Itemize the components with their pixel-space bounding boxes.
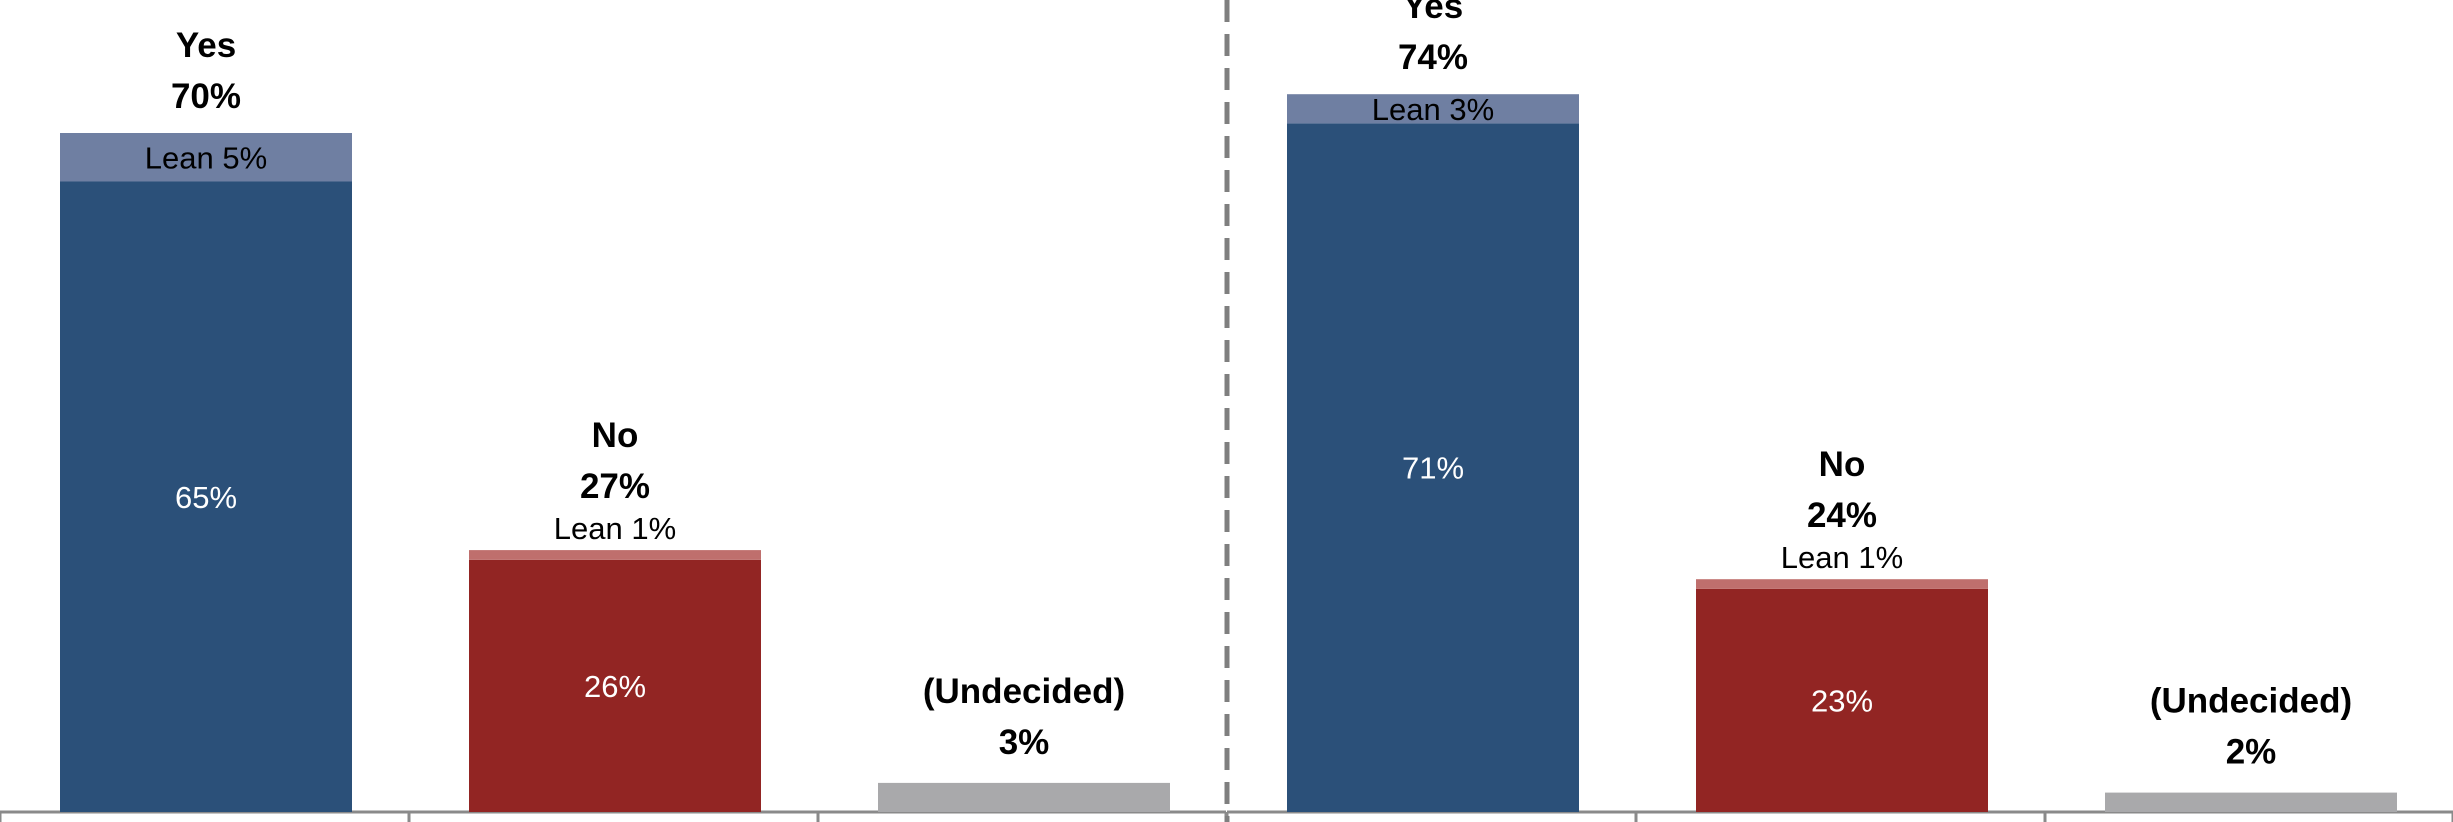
yes-lean-label: Lean 3% — [1372, 92, 1494, 127]
yes-core-bar — [1287, 123, 1579, 813]
yes-category-label: Yes — [176, 26, 236, 65]
yes-total-label: 74% — [1398, 38, 1468, 77]
no-lean-label: Lean 1% — [554, 511, 676, 546]
chart-panel-left: Lean 5% 65% 70% Yes Lean 1% 26% 27% No 3% (Undeci… — [0, 26, 1228, 822]
yes-core-bar — [60, 181, 352, 812]
undecided-total-label: 3% — [999, 723, 1050, 762]
yes-category-label: Yes — [1403, 0, 1463, 26]
yes-lean-bar — [1287, 94, 1579, 124]
undecided-category-label: (Undecided) — [2150, 682, 2352, 721]
undecided-total-label: 2% — [2226, 733, 2277, 772]
yes-core-label: 71% — [1402, 451, 1464, 486]
no-category-label: No — [592, 416, 639, 455]
no-lean-bar — [469, 550, 761, 560]
no-core-label: 23% — [1811, 683, 1873, 718]
yes-core-label: 65% — [175, 480, 237, 515]
undecided-category-label: (Undecided) — [923, 672, 1125, 711]
undecided-core-bar — [2105, 792, 2397, 812]
no-category-label: No — [1819, 445, 1866, 484]
no-lean-label: Lean 1% — [1781, 540, 1903, 575]
chart-panel-right: Lean 3% 71% 74% Yes Lean 1% 23% 24% No 2% (Undeci… — [1225, 0, 2453, 822]
no-total-label: 27% — [580, 467, 650, 506]
yes-lean-bar — [60, 133, 352, 182]
no-core-bar — [1696, 588, 1988, 812]
no-core-bar — [469, 559, 761, 812]
yes-lean-label: Lean 5% — [145, 140, 267, 175]
no-core-label: 26% — [584, 669, 646, 704]
no-total-label: 24% — [1807, 496, 1877, 535]
yes-total-label: 70% — [171, 77, 241, 116]
no-lean-bar — [1696, 579, 1988, 589]
undecided-core-bar — [878, 782, 1170, 812]
